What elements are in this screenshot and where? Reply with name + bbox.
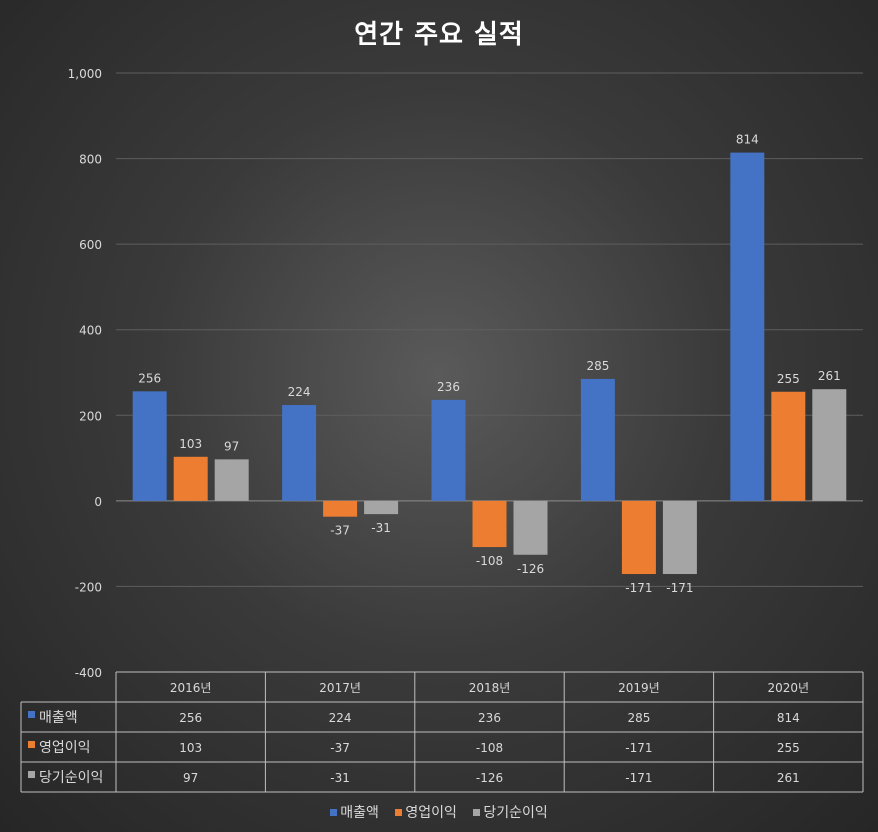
table-series-label: 당기순이익 [39,770,103,786]
bar [364,500,399,515]
table-cell: 103 [179,741,202,755]
table-cell: -37 [330,741,350,755]
data-label: 224 [288,385,311,399]
bar [580,378,615,501]
bar [621,500,656,575]
legend-label-sales: 매출액 [340,805,379,821]
bar [173,456,208,501]
table-cell: 256 [179,711,202,725]
y-tick-label: 1,000 [68,67,102,81]
table-cell: 255 [777,741,800,755]
legend-item-sales: 매출액 [330,802,379,822]
bar [662,500,697,575]
legend-swatch-operating-profit [395,809,403,816]
y-tick-label: -400 [75,666,102,680]
x-category-label: 2020년 [768,681,810,695]
data-label: 236 [437,380,460,394]
data-label: -108 [476,554,503,568]
bar [513,500,548,555]
data-label: 97 [224,439,239,453]
bar [431,399,466,501]
table-cell: 285 [627,711,650,725]
y-tick-label: 400 [79,324,102,338]
data-label: -37 [330,524,350,538]
x-category-label: 2019년 [618,681,660,695]
bar [472,500,507,548]
legend-item-net-income: 당기순이익 [473,802,548,822]
legend-swatch-net-income [473,809,481,816]
x-category-label: 2017년 [319,681,361,695]
table-legend-swatch [28,741,35,748]
table-cell: 236 [478,711,501,725]
data-label: -171 [666,581,693,595]
bar [132,391,167,501]
data-label: -126 [517,562,544,576]
data-label: 285 [586,359,609,373]
table-series-label: 매출액 [39,710,78,726]
table-cell: -31 [330,771,350,785]
legend-label-operating-profit: 영업이익 [405,805,457,821]
table-cell: 224 [329,711,352,725]
y-tick-label: 600 [79,238,102,252]
bar [282,405,317,501]
table-cell: -171 [625,771,652,785]
legend-label-net-income: 당기순이익 [483,805,548,821]
legend-swatch-sales [330,809,338,816]
bar [214,459,249,501]
table-series-label: 영업이익 [39,740,91,756]
y-tick-label: -200 [75,580,102,594]
data-label: 261 [818,369,841,383]
legend-item-operating-profit: 영업이익 [395,802,457,822]
y-tick-label: 200 [79,409,102,423]
table-cell: -126 [476,771,503,785]
table-cell: -108 [476,741,503,755]
bar [323,500,358,517]
x-category-label: 2018년 [469,681,511,695]
bar [730,152,765,501]
data-label: 103 [179,437,202,451]
data-label: 814 [736,133,759,147]
data-label: -31 [371,521,391,535]
chart-title: 연간 주요 실적 [354,20,524,50]
data-label: 255 [777,372,800,386]
table-cell: 261 [777,771,800,785]
bar [771,391,806,501]
y-tick-label: 0 [94,495,102,509]
data-label: -171 [625,581,652,595]
legend: 매출액 영업이익 당기순이익 [0,802,878,822]
table-cell: -171 [625,741,652,755]
bar [812,389,847,501]
x-category-label: 2016년 [170,681,212,695]
table-cell: 814 [777,711,800,725]
table-legend-swatch [28,711,35,718]
table-cell: 97 [183,771,198,785]
table-legend-swatch [28,771,35,778]
y-tick-label: 800 [79,153,102,167]
data-label: 256 [138,371,161,385]
